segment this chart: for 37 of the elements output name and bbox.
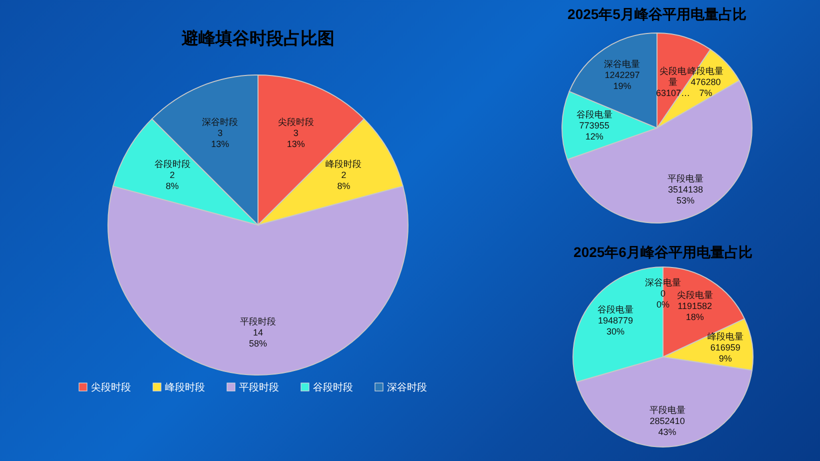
data-label: 773955 12% bbox=[579, 120, 610, 142]
slice-label: 平段时段 bbox=[240, 316, 276, 326]
data-label: 616959 9% bbox=[710, 342, 740, 364]
slice-label: 谷段电量 bbox=[598, 304, 634, 315]
slice-label: 峰段电量 bbox=[707, 331, 744, 342]
chart-title: 避峰填谷时段占比图 bbox=[182, 29, 334, 48]
slice-label: 深谷时段 bbox=[202, 116, 238, 127]
text: 0 0% bbox=[656, 288, 670, 310]
slice-label: 平段电量 bbox=[668, 174, 704, 184]
data-label: 476280 7% bbox=[690, 77, 721, 98]
chart-title: 2025年5月峰谷平用电量占比 bbox=[568, 6, 746, 22]
data-label: 14 58% bbox=[248, 327, 268, 348]
data-label: 1191582 18% bbox=[678, 301, 712, 322]
data-label: 1242297 19% bbox=[604, 70, 640, 92]
slice-label: 尖段电量 bbox=[676, 290, 713, 300]
legend-label: 尖段时段 bbox=[91, 382, 131, 394]
data-label: 2 8% bbox=[166, 170, 179, 191]
chart-title: 2025年6月峰谷平用电量占比 bbox=[574, 244, 752, 260]
data-label: 2852410 43% bbox=[650, 416, 685, 438]
data-label: 2 8% bbox=[337, 170, 350, 191]
slice-label: 峰段电量 bbox=[688, 66, 724, 76]
slice-label: 平段电量 bbox=[649, 405, 686, 416]
slice-label: 深谷电量 bbox=[604, 59, 640, 70]
legend-label: 深谷时段 bbox=[387, 382, 427, 394]
data-label: 1948779 30% bbox=[598, 316, 634, 337]
slice-label: 尖段电量 bbox=[659, 66, 686, 87]
category-label: 深谷电量 bbox=[645, 277, 681, 288]
slice-label: 谷段时段 bbox=[154, 158, 190, 169]
slice-label: 谷段电量 bbox=[576, 110, 612, 120]
legend-label: 峰段时段 bbox=[165, 382, 205, 394]
data-label: 3 13% bbox=[286, 128, 305, 149]
data-label: 3 13% bbox=[211, 128, 230, 149]
slice-label: 尖段时段 bbox=[278, 116, 314, 127]
slice-label: 平段时段 bbox=[239, 382, 279, 394]
legend-label: 谷段时段 bbox=[313, 382, 353, 394]
data-label: 3514138 53% bbox=[668, 184, 704, 206]
slice-label: 峰段时段 bbox=[326, 158, 362, 169]
